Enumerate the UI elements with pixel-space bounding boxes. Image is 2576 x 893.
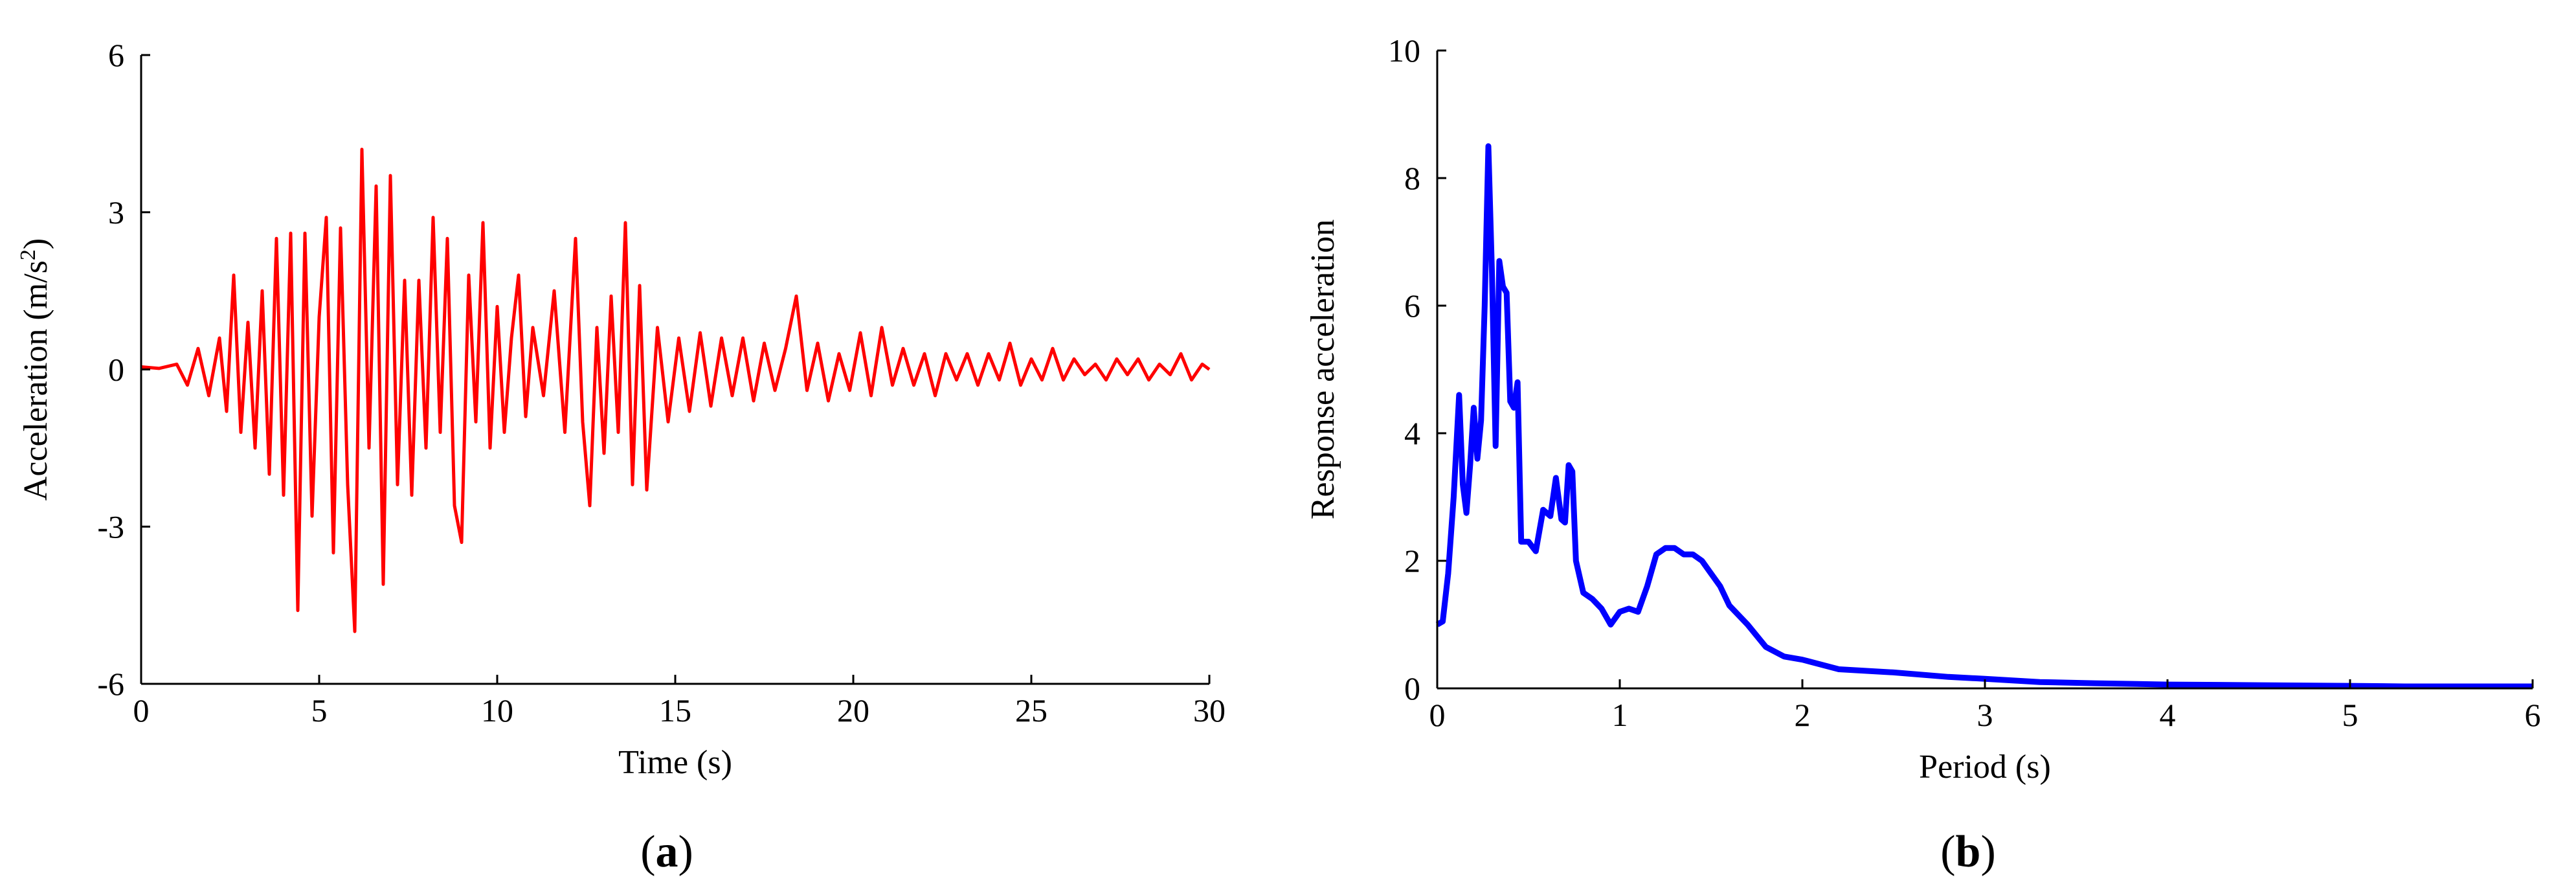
a-y-tick-label-2: 0	[108, 352, 124, 388]
panel-a-letter: a	[656, 827, 678, 877]
b-y-tick-label-4: 8	[1404, 160, 1420, 196]
a-y-tick-label-1: -3	[97, 508, 124, 545]
a-x-tick-label-1: 5	[311, 692, 328, 729]
panel-a-y-axis-title: Acceleration (m/s2)	[16, 238, 55, 501]
acceleration-series-line	[140, 148, 1211, 633]
b-x-tick-label-5: 5	[2342, 697, 2358, 733]
a-y-tick-label-4: 6	[108, 37, 124, 73]
b-x-tick-label-3: 3	[1977, 697, 1993, 733]
panel-b-label: (b)	[1940, 827, 1996, 877]
panel-a-y-axis-title-tail: )	[17, 238, 54, 249]
b-x-tick-label-4: 4	[2160, 697, 2176, 733]
response-spectrum-series-line	[1435, 143, 2533, 690]
a-x-tick-label-0: 0	[133, 692, 150, 729]
a-x-tick-label-4: 20	[837, 692, 869, 729]
panel-b-letter: b	[1956, 827, 1981, 877]
b-y-tick-label-5: 10	[1388, 32, 1420, 69]
panel-a-y-axis-title-superscript: 2	[16, 249, 40, 260]
a-x-tick-label-5: 25	[1015, 692, 1047, 729]
b-y-tick-label-2: 4	[1404, 415, 1420, 451]
panel-a-y-axis-title-main: Acceleration (m/s	[17, 260, 54, 501]
panel-a-label: (a)	[640, 827, 693, 877]
a-x-tick-label-3: 15	[659, 692, 691, 729]
a-y-tick-label-3: 3	[108, 194, 124, 231]
a-x-tick-label-6: 30	[1193, 692, 1226, 729]
a-y-tick-label-0: -6	[97, 666, 124, 702]
b-x-tick-label-0: 0	[1429, 697, 1446, 733]
panel-b-x-axis-title: Period (s)	[1919, 749, 2051, 786]
b-y-tick-label-0: 0	[1404, 670, 1420, 706]
b-x-tick-label-2: 2	[1795, 697, 1811, 733]
panel-a-acceleration-time-chart: 0 5 10 15 20 25 30 -6 -3 0 3 6 Time (s) Accelerati…	[16, 37, 1226, 877]
panel-b-y-axis-title: Response acceleration	[1305, 220, 1341, 519]
b-y-tick-label-3: 6	[1404, 288, 1420, 324]
b-y-tick-label-1: 2	[1404, 543, 1420, 579]
b-x-tick-label-1: 1	[1612, 697, 1628, 733]
panel-a-x-axis-title: Time (s)	[618, 744, 732, 781]
panel-b-response-spectrum-chart: 0 1 2 3 4 5 6 0 2 4 6 8 10 Period (s) Response acce…	[1305, 32, 2541, 877]
b-x-tick-label-6: 6	[2525, 697, 2541, 733]
a-x-tick-label-2: 10	[481, 692, 513, 729]
